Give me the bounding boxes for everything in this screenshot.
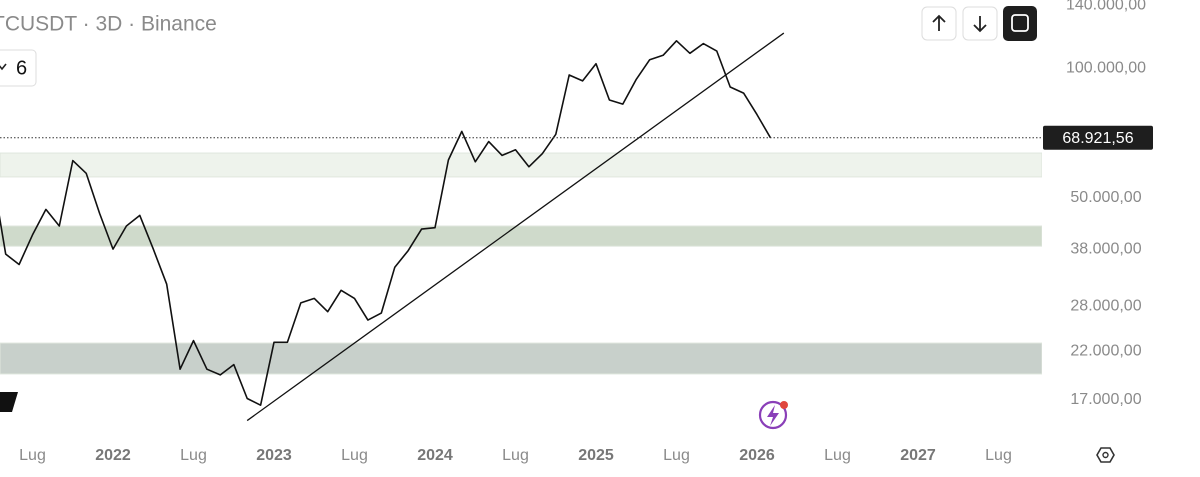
chevron-icon [0,63,7,71]
flash-ring [758,400,788,430]
y-tick-label: 100.000,00 [1066,59,1146,76]
x-tick-label: 2025 [578,447,614,464]
toolbar [921,6,1037,41]
last-price-label: 68.921,56 [1062,130,1133,147]
input-value: 6 [16,57,27,79]
y-tick-label: 38.000,00 [1070,240,1141,257]
axes: 17.000,00 22.000,00 28.000,00 38.000,00 50.0… [0,0,1153,464]
zone [0,342,1042,375]
x-tick-label: Lug [19,447,46,464]
y-tick-label: 17.000,00 [1070,391,1141,408]
x-tick-label: Lug [502,447,529,464]
zone [0,152,1042,178]
x-tick-label: Lug [824,447,851,464]
last-price-box [1043,125,1153,150]
arrow-down-icon [973,16,987,33]
x-tick-label: 2024 [417,447,453,464]
settings-icon[interactable] [1096,447,1115,463]
x-tick-label: 2022 [95,447,131,464]
symbol-title: TCUSDT · 3D · Binance [0,13,217,36]
logo-fragment [0,392,18,412]
y-tick-label: 28.000,00 [1070,297,1141,314]
flash-bolt [767,405,779,426]
trendline [246,32,785,422]
x-tick-label: Lug [180,447,207,464]
x-tick-label: 2023 [256,447,292,464]
y-tick-label: 22.000,00 [1070,343,1141,360]
interval-input[interactable]: 6 [0,49,37,87]
arrow-up-icon [932,14,946,31]
zone [0,225,1042,247]
plot [0,32,785,422]
x-tick-label: Lug [341,447,368,464]
fullscreen-button[interactable] [1003,6,1037,41]
zones [0,152,1042,375]
input-box[interactable] [0,49,37,87]
fullscreen-icon [1011,14,1029,32]
flash-icon[interactable] [758,400,788,430]
x-tick-label: Lug [663,447,690,464]
y-tick-label: 140.000,00 [1066,0,1146,13]
x-tick-label: Lug [985,447,1012,464]
price-line [0,40,772,406]
x-tick-label: 2027 [900,447,936,464]
x-tick-label: 2026 [739,447,775,464]
notification-dot [780,401,788,409]
y-tick-label: 50.000,00 [1070,189,1141,206]
settings-dot [1102,451,1109,459]
